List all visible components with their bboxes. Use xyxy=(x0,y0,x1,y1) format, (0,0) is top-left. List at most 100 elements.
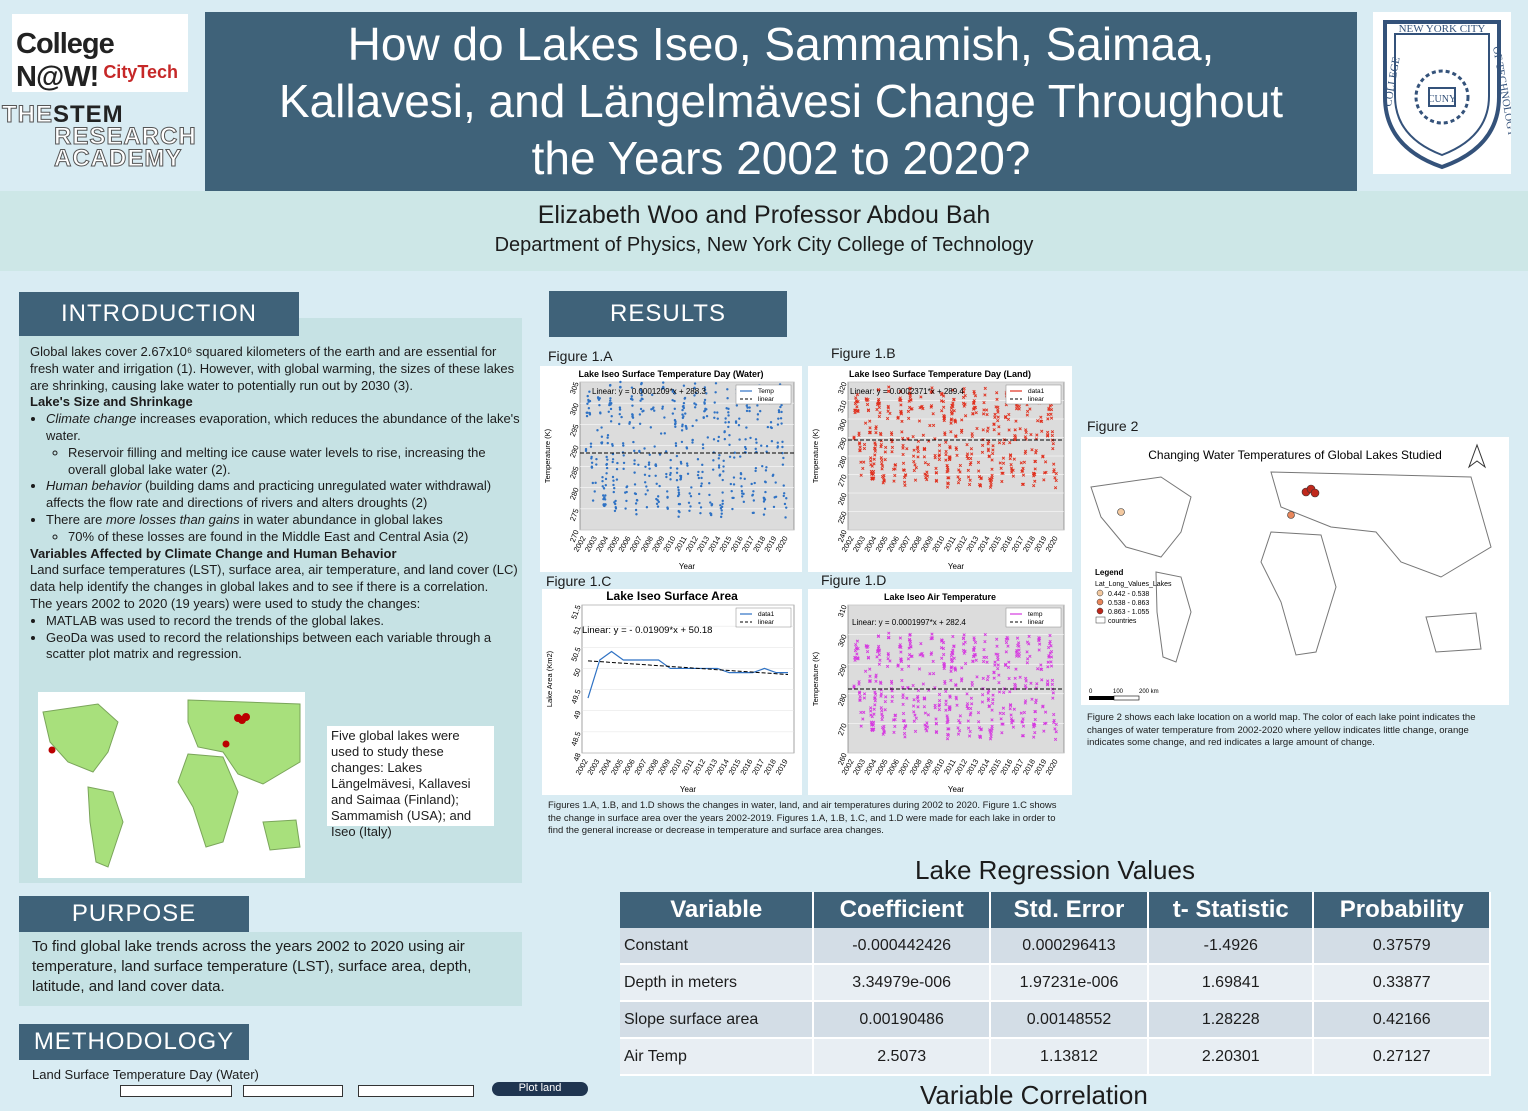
data-point xyxy=(908,398,912,402)
data-point xyxy=(624,491,627,494)
data-point xyxy=(693,382,697,385)
data-point xyxy=(590,466,594,469)
data-point xyxy=(635,513,638,516)
y-tick-label: 51 xyxy=(571,625,582,636)
data-point xyxy=(944,453,948,457)
data-point xyxy=(977,720,981,724)
y-tick-label: 295 xyxy=(568,423,581,438)
data-point xyxy=(893,473,897,478)
data-point xyxy=(944,702,948,707)
data-point xyxy=(966,468,970,472)
data-point xyxy=(873,447,877,451)
data-point xyxy=(1031,722,1036,726)
data-point xyxy=(780,403,783,407)
y-tick-label: 290 xyxy=(836,436,849,451)
data-point xyxy=(916,449,920,454)
data-point xyxy=(965,454,969,459)
intro-subheading: Variables Affected by Climate Change and… xyxy=(30,545,397,561)
data-point xyxy=(928,423,932,428)
intro-bullet: Human behavior (building dams and practi… xyxy=(46,478,520,512)
data-point xyxy=(865,402,870,407)
table-cell: Depth in meters xyxy=(620,964,815,1002)
data-point xyxy=(880,458,884,463)
data-point xyxy=(1033,459,1038,464)
data-point xyxy=(1007,412,1011,417)
chart-land-temp: Lake Iseo Surface Temperature Day (Land)… xyxy=(808,366,1072,572)
data-point xyxy=(887,631,891,635)
data-point xyxy=(655,497,658,501)
data-point xyxy=(869,709,873,713)
data-point xyxy=(683,397,686,400)
data-point xyxy=(881,727,886,731)
stem-logo-line: ACADEMY xyxy=(54,145,183,172)
data-point xyxy=(1017,407,1021,411)
data-point xyxy=(666,507,669,510)
data-point xyxy=(890,695,895,699)
data-point xyxy=(886,409,890,413)
table-cell: 1.69841 xyxy=(1148,964,1315,1002)
data-point xyxy=(625,485,628,489)
data-point xyxy=(882,730,886,734)
data-point xyxy=(726,397,729,400)
data-point xyxy=(727,407,730,411)
data-point xyxy=(679,478,682,481)
stem-logo-line: RESEARCH xyxy=(54,123,197,150)
legend-subtitle: Lat_Long_Values_Lakes xyxy=(1095,581,1172,588)
data-point xyxy=(947,476,951,480)
data-point xyxy=(685,447,689,450)
data-point xyxy=(966,726,971,730)
chart-surface-area: Lake Iseo Surface Area 48 48.5 49 49.5 50 50.5… xyxy=(542,589,802,795)
data-point xyxy=(855,639,860,643)
data-point xyxy=(939,399,944,403)
data-point xyxy=(671,398,674,402)
data-point xyxy=(958,463,962,468)
data-point xyxy=(1032,725,1036,729)
data-point xyxy=(649,426,653,429)
data-point xyxy=(771,474,775,478)
data-point xyxy=(963,414,968,418)
data-point xyxy=(900,678,904,683)
data-point xyxy=(930,635,934,640)
data-point xyxy=(858,441,862,445)
data-point xyxy=(972,400,976,405)
data-point xyxy=(609,397,612,400)
data-point xyxy=(890,681,894,685)
data-point xyxy=(748,406,751,409)
data-point xyxy=(625,499,628,503)
data-point xyxy=(781,463,785,466)
data-point xyxy=(961,401,966,405)
data-point xyxy=(942,415,947,419)
data-point xyxy=(852,436,856,440)
data-point xyxy=(859,460,863,464)
data-point xyxy=(939,639,944,643)
data-point xyxy=(1034,700,1038,705)
data-point xyxy=(944,440,948,444)
data-point xyxy=(942,405,946,409)
data-point xyxy=(876,388,880,392)
data-point xyxy=(724,417,727,420)
data-point xyxy=(614,502,617,506)
data-point xyxy=(962,651,966,655)
data-point xyxy=(1025,413,1029,417)
data-point xyxy=(886,404,890,408)
data-point xyxy=(876,634,880,638)
data-point xyxy=(640,382,643,386)
data-point xyxy=(665,472,668,476)
data-point xyxy=(1048,651,1052,655)
data-point xyxy=(731,507,734,511)
data-point xyxy=(1020,734,1025,738)
data-point xyxy=(713,411,716,414)
data-point xyxy=(977,469,981,473)
data-point xyxy=(709,501,712,504)
data-point xyxy=(615,478,619,481)
data-point xyxy=(600,441,603,444)
column-header: Std. Error xyxy=(989,892,1150,928)
data-point xyxy=(690,486,693,489)
data-point xyxy=(874,673,878,677)
data-point xyxy=(916,705,920,709)
data-point xyxy=(1042,729,1046,733)
data-point xyxy=(993,660,997,664)
y-tick-label: 320 xyxy=(836,381,849,396)
data-point xyxy=(901,702,905,706)
data-point xyxy=(858,445,862,449)
